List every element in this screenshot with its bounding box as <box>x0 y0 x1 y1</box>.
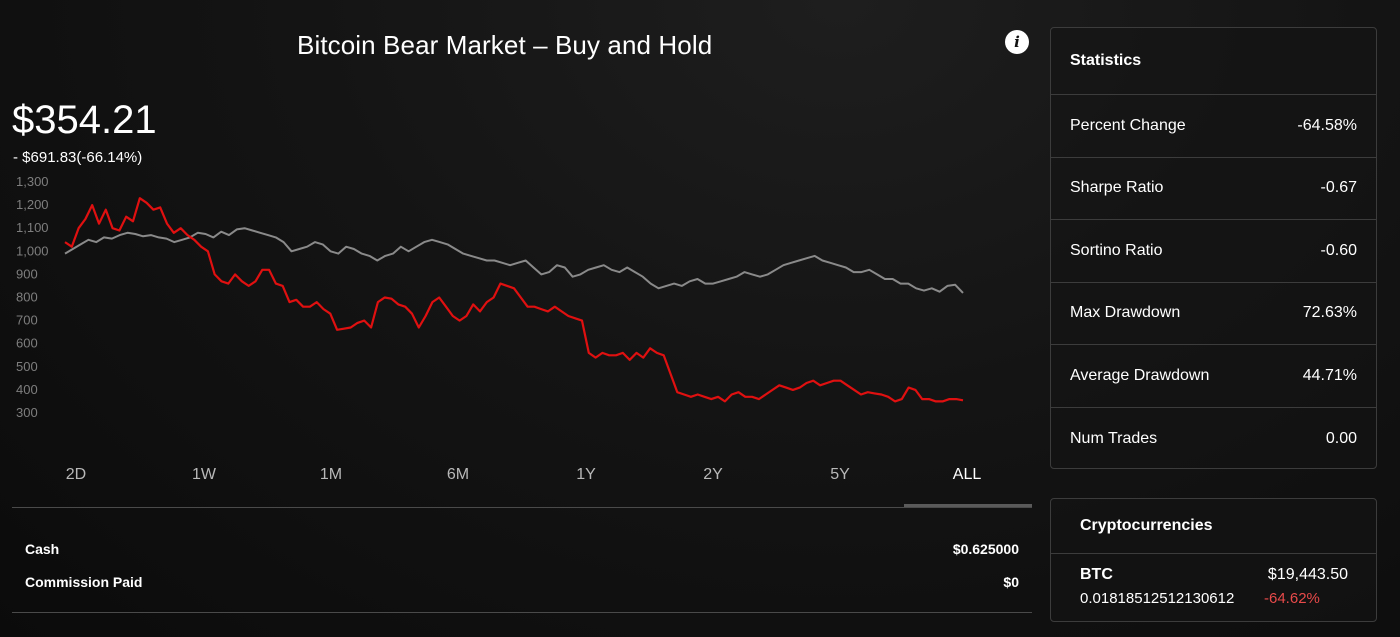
stat-row-num-trades: Num Trades 0.00 <box>1051 408 1376 471</box>
statistics-panel: Statistics Percent Change -64.58% Sharpe… <box>1050 27 1377 469</box>
coin-price: $19,443.50 <box>1267 566 1348 583</box>
time-range-tabs: 2D 1W 1M 6M 1Y 2Y 5Y ALL <box>12 466 1032 490</box>
commission-label: Commission Paid <box>25 574 143 590</box>
range-tab-2d[interactable]: 2D <box>65 466 87 483</box>
range-tab-1y[interactable]: 1Y <box>576 466 596 483</box>
commission-value: $0 <box>1003 574 1019 590</box>
portfolio-change: - $691.83(-66.14%) <box>13 149 143 166</box>
divider <box>12 507 1032 508</box>
coin-quantity: 0.01818512512130612 <box>1080 590 1235 607</box>
stat-label: Sortino Ratio <box>1070 241 1163 259</box>
stat-value: -0.60 <box>1320 241 1357 259</box>
y-tick-label: 700 <box>16 313 38 328</box>
y-tick-label: 1,100 <box>16 220 49 235</box>
stat-row-percent-change: Percent Change -64.58% <box>1051 95 1376 158</box>
stat-label: Average Drawdown <box>1070 366 1210 384</box>
range-tab-6m[interactable]: 6M <box>446 466 470 483</box>
stat-row-sharpe-ratio: Sharpe Ratio -0.67 <box>1051 158 1376 220</box>
range-tab-all[interactable]: ALL <box>952 466 982 483</box>
performance-chart: 1,300 1,200 1,100 1,000 900 800 700 600 500 400 30… <box>16 174 964 420</box>
stat-value: 44.71% <box>1302 366 1357 384</box>
stat-row-max-drawdown: Max Drawdown 72.63% <box>1051 283 1376 345</box>
y-tick-label: 1,300 <box>16 174 49 189</box>
range-tab-2y[interactable]: 2Y <box>703 466 723 483</box>
series-line-benchmark <box>64 227 964 294</box>
coin-change: -64.62% <box>1264 590 1320 607</box>
cryptocurrencies-title: Cryptocurrencies <box>1051 499 1376 554</box>
stat-row-sortino-ratio: Sortino Ratio -0.60 <box>1051 220 1376 283</box>
cash-label: Cash <box>25 541 60 557</box>
stat-value: 0.00 <box>1325 429 1357 447</box>
divider <box>12 612 1032 613</box>
info-icon[interactable]: i <box>1005 30 1029 54</box>
y-tick-label: 900 <box>16 266 38 281</box>
stat-value: -64.58% <box>1297 116 1357 134</box>
range-tab-1w[interactable]: 1W <box>192 466 216 483</box>
stat-label: Percent Change <box>1070 116 1186 134</box>
stat-row-average-drawdown: Average Drawdown 44.71% <box>1051 345 1376 408</box>
range-tab-5y[interactable]: 5Y <box>830 466 850 483</box>
coin-symbol[interactable]: BTC <box>1080 566 1113 583</box>
cash-value: $0.625000 <box>952 541 1019 557</box>
stat-label: Num Trades <box>1070 429 1158 447</box>
range-tab-1m[interactable]: 1M <box>319 466 343 483</box>
portfolio-value: $354.21 <box>12 98 157 142</box>
stat-label: Max Drawdown <box>1070 304 1181 322</box>
stat-label: Sharpe Ratio <box>1070 179 1164 197</box>
statistics-title: Statistics <box>1051 28 1376 95</box>
page-title: Bitcoin Bear Market – Buy and Hold <box>297 30 713 60</box>
stat-value: -0.67 <box>1320 179 1357 197</box>
stat-value: 72.63% <box>1302 304 1357 322</box>
series-line-strategy <box>64 197 964 403</box>
y-tick-label: 1,200 <box>16 197 49 212</box>
cryptocurrencies-panel: Cryptocurrencies BTC $19,443.50 0.018185… <box>1050 498 1377 622</box>
y-tick-label: 800 <box>16 290 38 305</box>
y-tick-label: 600 <box>16 336 38 351</box>
y-tick-label: 300 <box>16 405 38 420</box>
y-tick-label: 400 <box>16 382 38 397</box>
y-tick-label: 1,000 <box>16 243 49 258</box>
y-tick-label: 500 <box>16 359 38 374</box>
active-tab-indicator <box>904 504 1032 507</box>
